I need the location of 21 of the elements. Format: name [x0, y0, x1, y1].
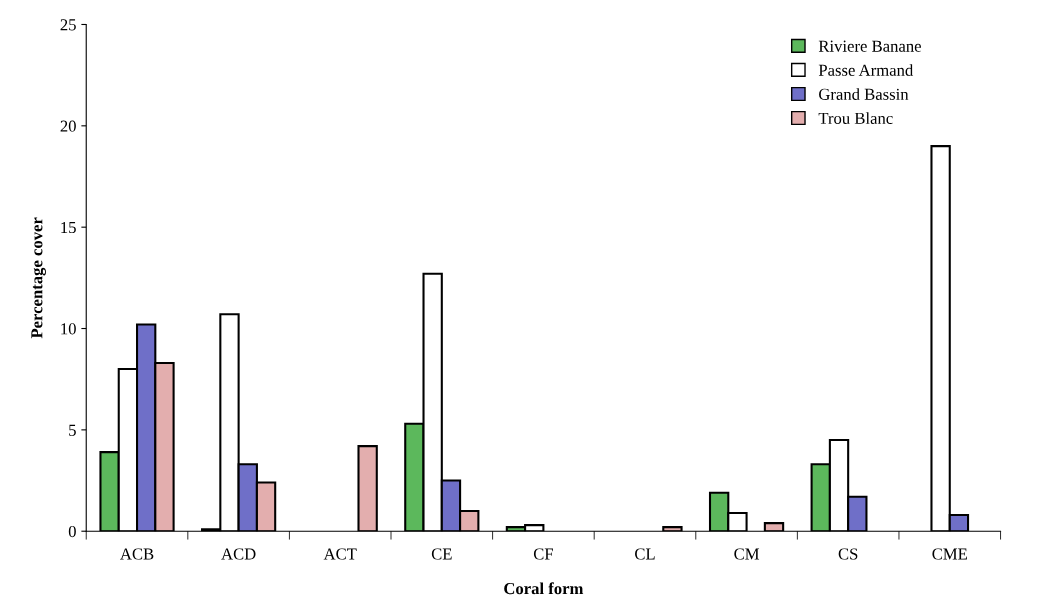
- y-tick-label: 15: [61, 221, 76, 234]
- x-tick-label: CS: [838, 548, 858, 560]
- legend-label: Grand Bassin: [819, 88, 909, 100]
- y-axis-title: Percentage cover: [31, 217, 46, 339]
- legend-label: Riviere Banane: [818, 40, 921, 52]
- legend-label: Passe Armand: [818, 64, 914, 76]
- x-tick-label: CE: [431, 548, 452, 560]
- x-tick-label: ACB: [120, 548, 154, 560]
- x-axis-title: Coral form: [504, 582, 584, 595]
- x-tick-label: CF: [533, 548, 553, 560]
- y-tick-label: 5: [69, 424, 76, 436]
- x-tick-label: CM: [734, 548, 760, 560]
- x-tick-label: ACT: [323, 548, 357, 560]
- legend-label: Trou Blanc: [818, 112, 893, 124]
- y-tick-label: 25: [60, 19, 76, 31]
- x-tick-label: CME: [932, 548, 967, 560]
- y-tick-label: 0: [68, 525, 76, 538]
- x-tick-label: CL: [635, 548, 655, 560]
- x-tick-label: ACD: [221, 548, 256, 560]
- y-tick-label: 10: [61, 323, 76, 335]
- y-tick-label: 20: [60, 120, 76, 132]
